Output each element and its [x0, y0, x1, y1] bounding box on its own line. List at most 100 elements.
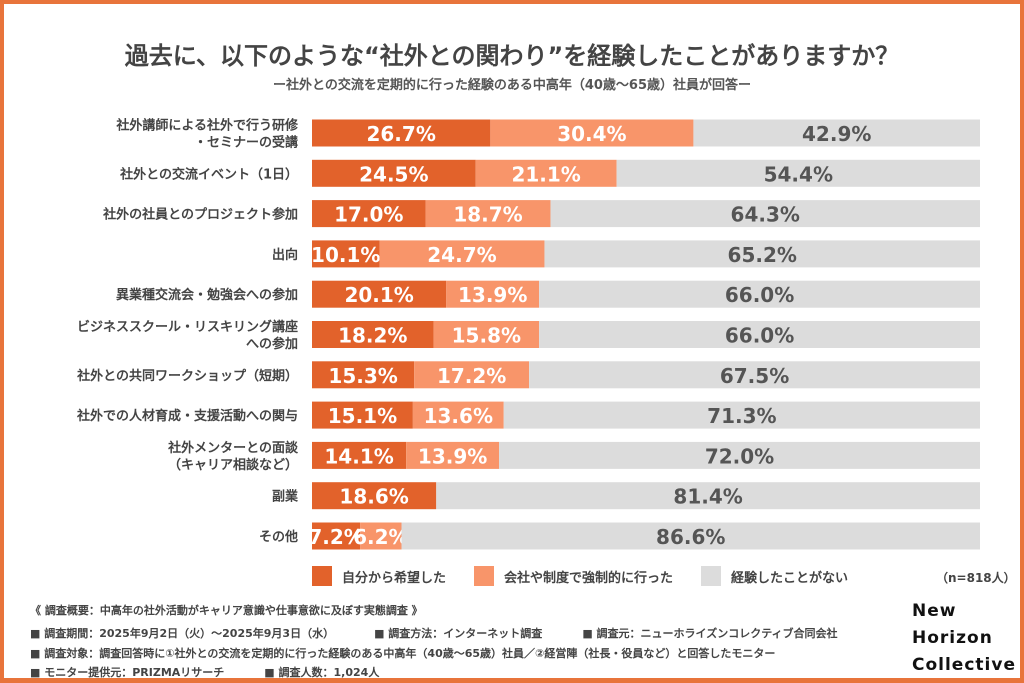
category-label: 社外メンターとの面談 [167, 440, 299, 456]
logo-text: Horizon [912, 628, 993, 648]
bar-segment [312, 159, 476, 187]
footer-line: ■ モニター提供元：PRIZMAリサーチ ■ 調査人数：1,024人 [30, 664, 419, 680]
logo-text: Collective [912, 655, 1016, 675]
data-label: 64.3% [731, 203, 800, 227]
bar-segment [436, 482, 980, 510]
bar-segment [475, 159, 617, 187]
bar-segment [379, 240, 545, 268]
data-label: 24.5% [359, 162, 428, 186]
data-label: 65.2% [728, 243, 797, 267]
legend-swatch [701, 566, 722, 586]
bar-segment [312, 280, 447, 308]
data-label: 67.5% [720, 364, 789, 388]
bar-segment [312, 522, 361, 550]
data-label: 13.9% [458, 283, 527, 307]
sample-size: （n=818人） [936, 571, 1016, 585]
legend-label: 会社や制度で強制的に行った [504, 570, 674, 586]
category-label: 出向 [272, 247, 298, 263]
survey-period: ■ 調査期間：2025年9月2日（火）〜2025年9月3日（水） [30, 627, 335, 640]
survey-target: ■ 調査対象：調査回答時に①社外との交流を定期的に行った経験のある中高年（40歳… [30, 647, 776, 660]
category-label: 社外の社員とのプロジェクト参加 [102, 207, 298, 223]
data-label: 14.1% [324, 444, 393, 468]
data-label: 18.7% [453, 203, 522, 227]
bar-segment [539, 321, 980, 348]
survey-count: ■ 調査人数：1,024人 [264, 666, 380, 679]
data-label: 13.6% [424, 404, 493, 428]
bar-segment [312, 441, 407, 469]
category-label: その他 [259, 529, 298, 545]
bar-segment [414, 361, 530, 389]
data-label: 24.7% [427, 243, 496, 267]
data-label: 6.2% [353, 525, 408, 549]
category-label: 社外との共同ワークショップ（短期） [76, 368, 298, 384]
bar-segment [312, 240, 380, 268]
bar-segment [499, 441, 980, 469]
data-label: 21.1% [511, 162, 580, 186]
bar-segment [312, 200, 426, 228]
legend-label: 自分から希望した [342, 570, 447, 586]
data-label: 17.0% [334, 203, 403, 227]
bar-segment [412, 401, 504, 429]
data-label: 54.4% [764, 162, 833, 186]
legend-label: 経験したことがない [731, 570, 849, 586]
category-label: 副業 [272, 489, 299, 505]
bar-segment [529, 361, 980, 389]
bar-segment [312, 119, 491, 147]
category-label: への参加 [246, 336, 298, 352]
data-label: 26.7% [366, 122, 435, 146]
bar-segment [550, 200, 980, 228]
data-label: 18.6% [339, 485, 408, 509]
legend: 自分から希望した 会社や制度で強制的に行った 経験したことがない [312, 566, 876, 586]
footer-heading: 《 調査概要：中高年の社外活動がキャリア意識や仕事意欲に及ぼす実態調査 》 [30, 604, 423, 617]
bar-segment [406, 441, 500, 469]
bar-segment [616, 159, 980, 187]
data-label: 86.6% [656, 525, 725, 549]
legend-item-never: 経験したことがない [701, 566, 848, 586]
bar-segment [433, 321, 540, 348]
legend-swatch [474, 566, 495, 586]
category-label: 社外との交流イベント（1日） [119, 166, 298, 182]
data-label: 15.8% [452, 324, 521, 348]
bar-segment [312, 482, 437, 510]
data-label: 66.0% [725, 283, 794, 307]
data-label: 20.1% [344, 283, 413, 307]
data-label: 81.4% [673, 485, 742, 509]
bar-segment [312, 401, 413, 429]
legend-item-forced: 会社や制度で強制的に行った [474, 566, 673, 586]
data-label: 13.9% [418, 444, 487, 468]
bar-segment [544, 240, 980, 268]
data-label: 42.9% [802, 122, 871, 146]
data-label: 66.0% [725, 324, 794, 348]
data-label: 7.2% [308, 525, 363, 549]
data-label: 10.1% [311, 243, 380, 267]
survey-organizer: ■ 調査元：ニューホライズンコレクティブ合同会社 [582, 627, 838, 640]
survey-provider: ■ モニター提供元：PRIZMAリサーチ [30, 666, 225, 679]
data-label: 71.3% [707, 404, 776, 428]
bar-segment [312, 321, 434, 348]
bar-segment [539, 280, 980, 308]
category-label: 異業種交流会・勉強会への参加 [116, 287, 298, 303]
bar-segment [312, 361, 415, 389]
survey-method: ■ 調査方法：インターネット調査 [374, 627, 543, 640]
category-label: （キャリア相談など） [168, 457, 298, 473]
data-label: 17.2% [437, 364, 506, 388]
legend-swatch [312, 566, 332, 586]
bar-segment [490, 119, 694, 147]
bar-segment [401, 522, 981, 550]
logo-text: New [912, 601, 957, 621]
chart-subtitle: ー社外との交流を定期的に行った経験のある中高年（40歳〜65歳）社員が回答ー [272, 78, 752, 93]
category-label: 社外での人材育成・支援活動への関与 [76, 408, 298, 424]
bar-segment [503, 401, 980, 429]
data-label: 15.1% [328, 404, 397, 428]
data-label: 30.4% [557, 122, 626, 146]
data-label: 18.2% [338, 324, 407, 348]
bar-segment [425, 200, 551, 228]
category-label: ビジネススクール・リスキリング講座 [77, 319, 298, 335]
category-label: 社外講師による社外で行う研修 [115, 118, 299, 134]
logo: New Horizon Collective [912, 598, 1016, 679]
bar-segment [693, 119, 980, 147]
data-label: 15.3% [328, 364, 397, 388]
data-label: 72.0% [705, 444, 774, 468]
bar-segment [446, 280, 540, 308]
